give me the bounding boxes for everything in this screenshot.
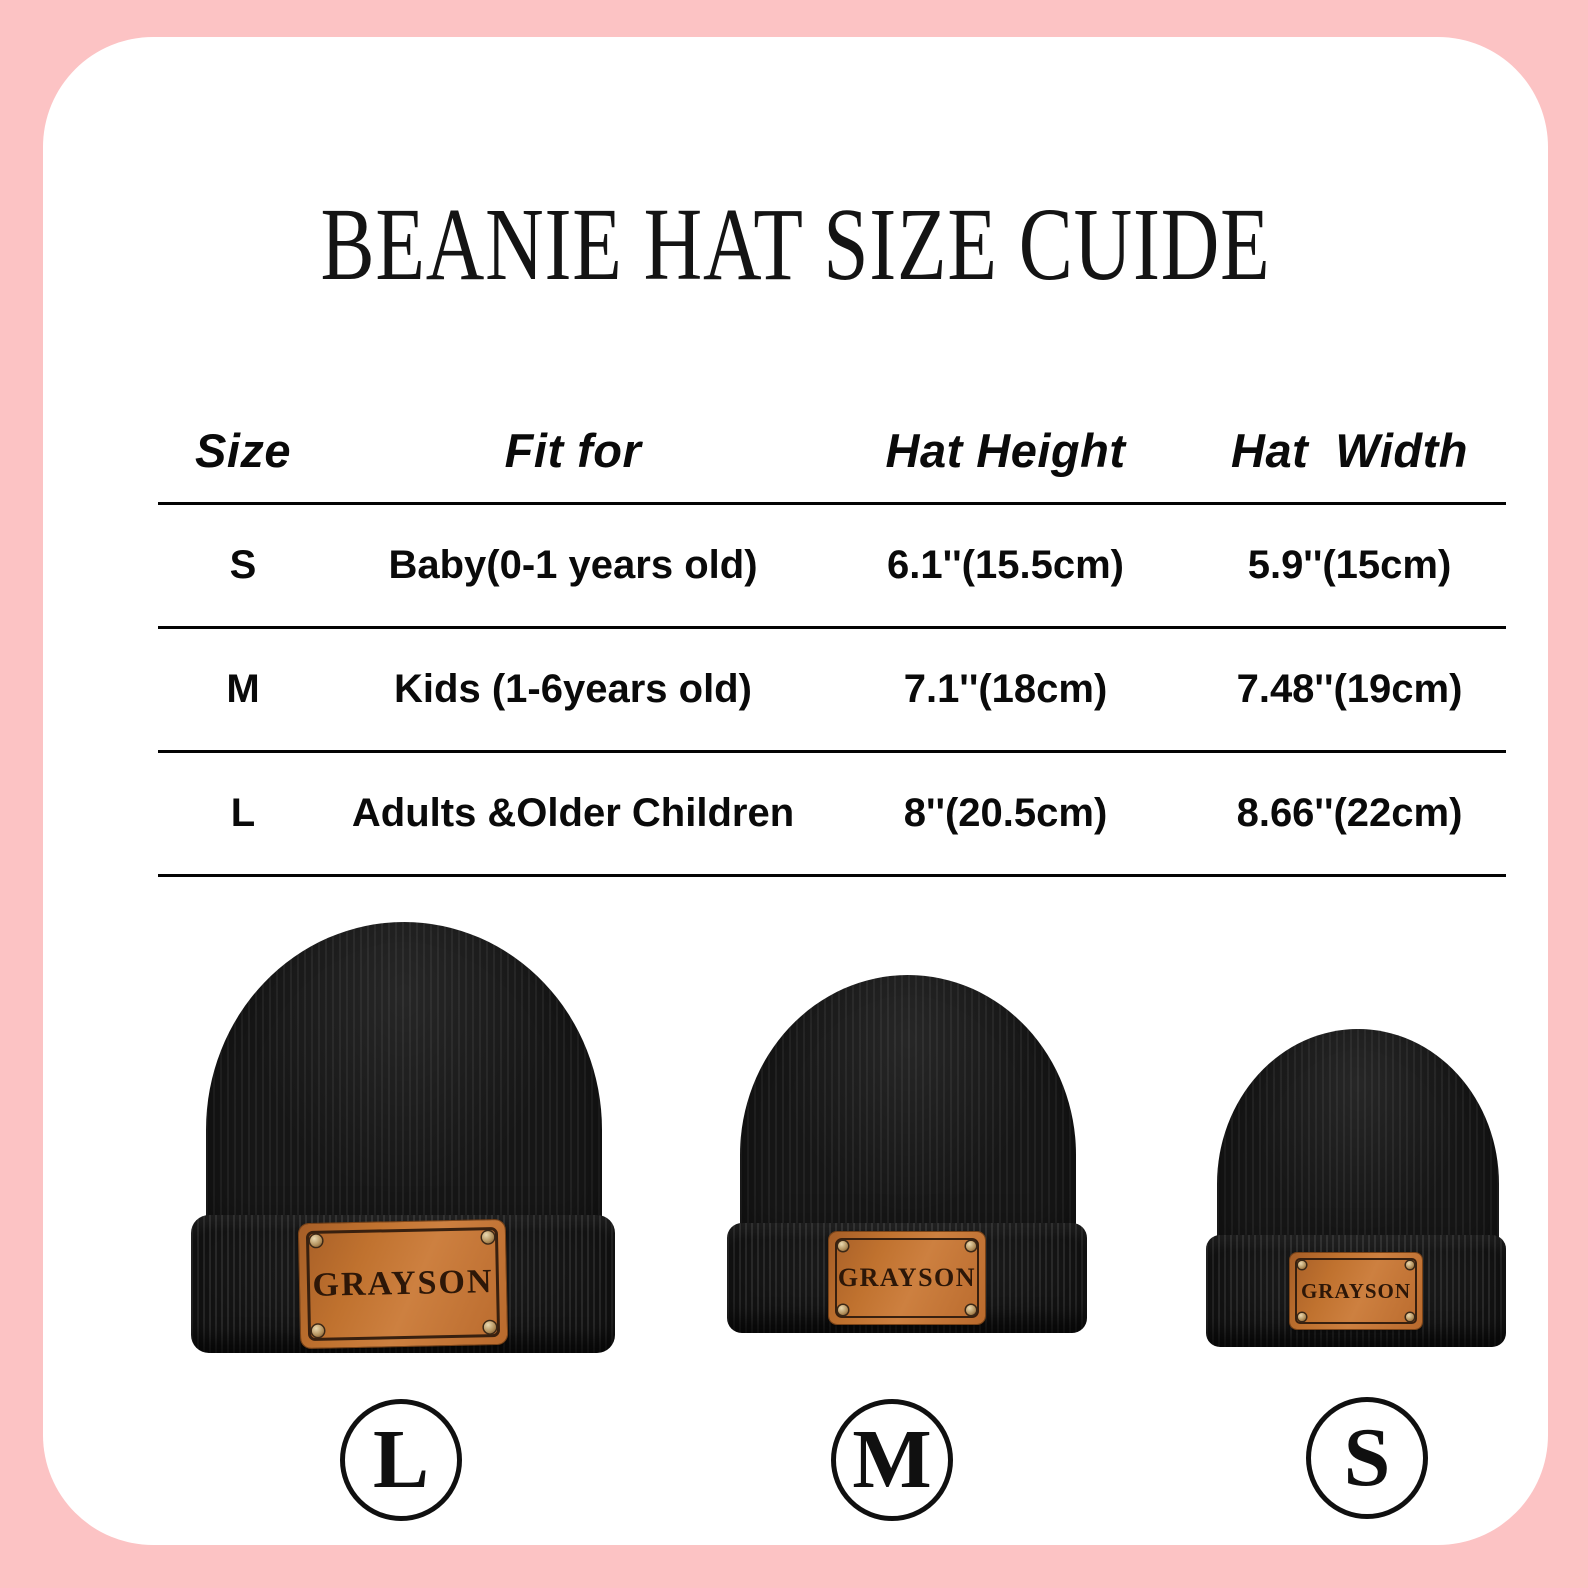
size-badge-letter: S: [1343, 1411, 1391, 1504]
column-header-height: Hat Height: [885, 424, 1126, 477]
patch-text: GRAYSON: [1300, 1278, 1412, 1303]
patch-frame: [835, 1238, 979, 1318]
table-row: L Adults &Older Children 8''(20.5cm) 8.6…: [158, 753, 1506, 877]
rivet: [1406, 1261, 1414, 1269]
cell-hat-height: 6.1''(15.5cm): [887, 543, 1124, 587]
cell-fit: Baby(0-1 years old): [388, 543, 758, 587]
cell-hat-width: 8.66''(22cm): [1236, 791, 1463, 835]
patch-frame: [1295, 1258, 1417, 1324]
leather-patch: GRAYSON: [298, 1219, 508, 1349]
cell-hat-height: 7.1''(18cm): [903, 667, 1108, 711]
leather-patch: GRAYSON: [1290, 1253, 1422, 1329]
cell-fit: Adults &Older Children: [351, 791, 795, 835]
leather-patch: GRAYSON: [829, 1232, 985, 1324]
size-badge-letter: M: [852, 1413, 932, 1506]
table-row: S Baby(0-1 years old) 6.1''(15.5cm) 5.9'…: [158, 505, 1506, 629]
column-header-size: Size: [194, 424, 292, 477]
hat-dome: [740, 975, 1076, 1265]
cell-hat-width: 5.9''(15cm): [1247, 543, 1452, 587]
rivet: [838, 1305, 848, 1315]
rivet: [1298, 1313, 1306, 1321]
table-row: M Kids (1-6years old) 7.1''(18cm) 7.48''…: [158, 629, 1506, 753]
rivet: [1298, 1261, 1306, 1269]
patch-text: GRAYSON: [837, 1263, 977, 1292]
rivet: [1406, 1313, 1414, 1321]
cell-hat-height: 8''(20.5cm): [903, 791, 1108, 835]
table-header-row: Size Fit for Hat Height Hat Width: [158, 399, 1506, 505]
cell-fit: Kids (1-6years old): [394, 667, 752, 711]
page-title: BEANIE HAT SIZE CUIDE: [320, 187, 1271, 302]
hat-dome: [206, 922, 602, 1257]
size-table: Size Fit for Hat Height Hat Width S Baby…: [158, 399, 1506, 877]
rivet: [966, 1305, 976, 1315]
patch-text: GRAYSON: [312, 1263, 494, 1304]
cell-size: L: [230, 791, 256, 835]
size-badge-l: L: [340, 1399, 462, 1521]
rivet: [838, 1241, 848, 1251]
size-guide-card: BEANIE HAT SIZE CUIDE Size Fit for Hat H…: [43, 37, 1548, 1545]
column-header-fit: Fit for: [504, 424, 642, 477]
column-header-width: Hat Width: [1231, 424, 1468, 477]
cell-size: M: [226, 667, 260, 711]
cell-hat-width: 7.48''(19cm): [1236, 667, 1463, 711]
size-badge-s: S: [1306, 1397, 1428, 1519]
size-badge-letter: L: [372, 1413, 430, 1506]
size-badge-m: M: [831, 1399, 953, 1521]
cell-size: S: [229, 543, 257, 587]
rivet: [966, 1241, 976, 1251]
